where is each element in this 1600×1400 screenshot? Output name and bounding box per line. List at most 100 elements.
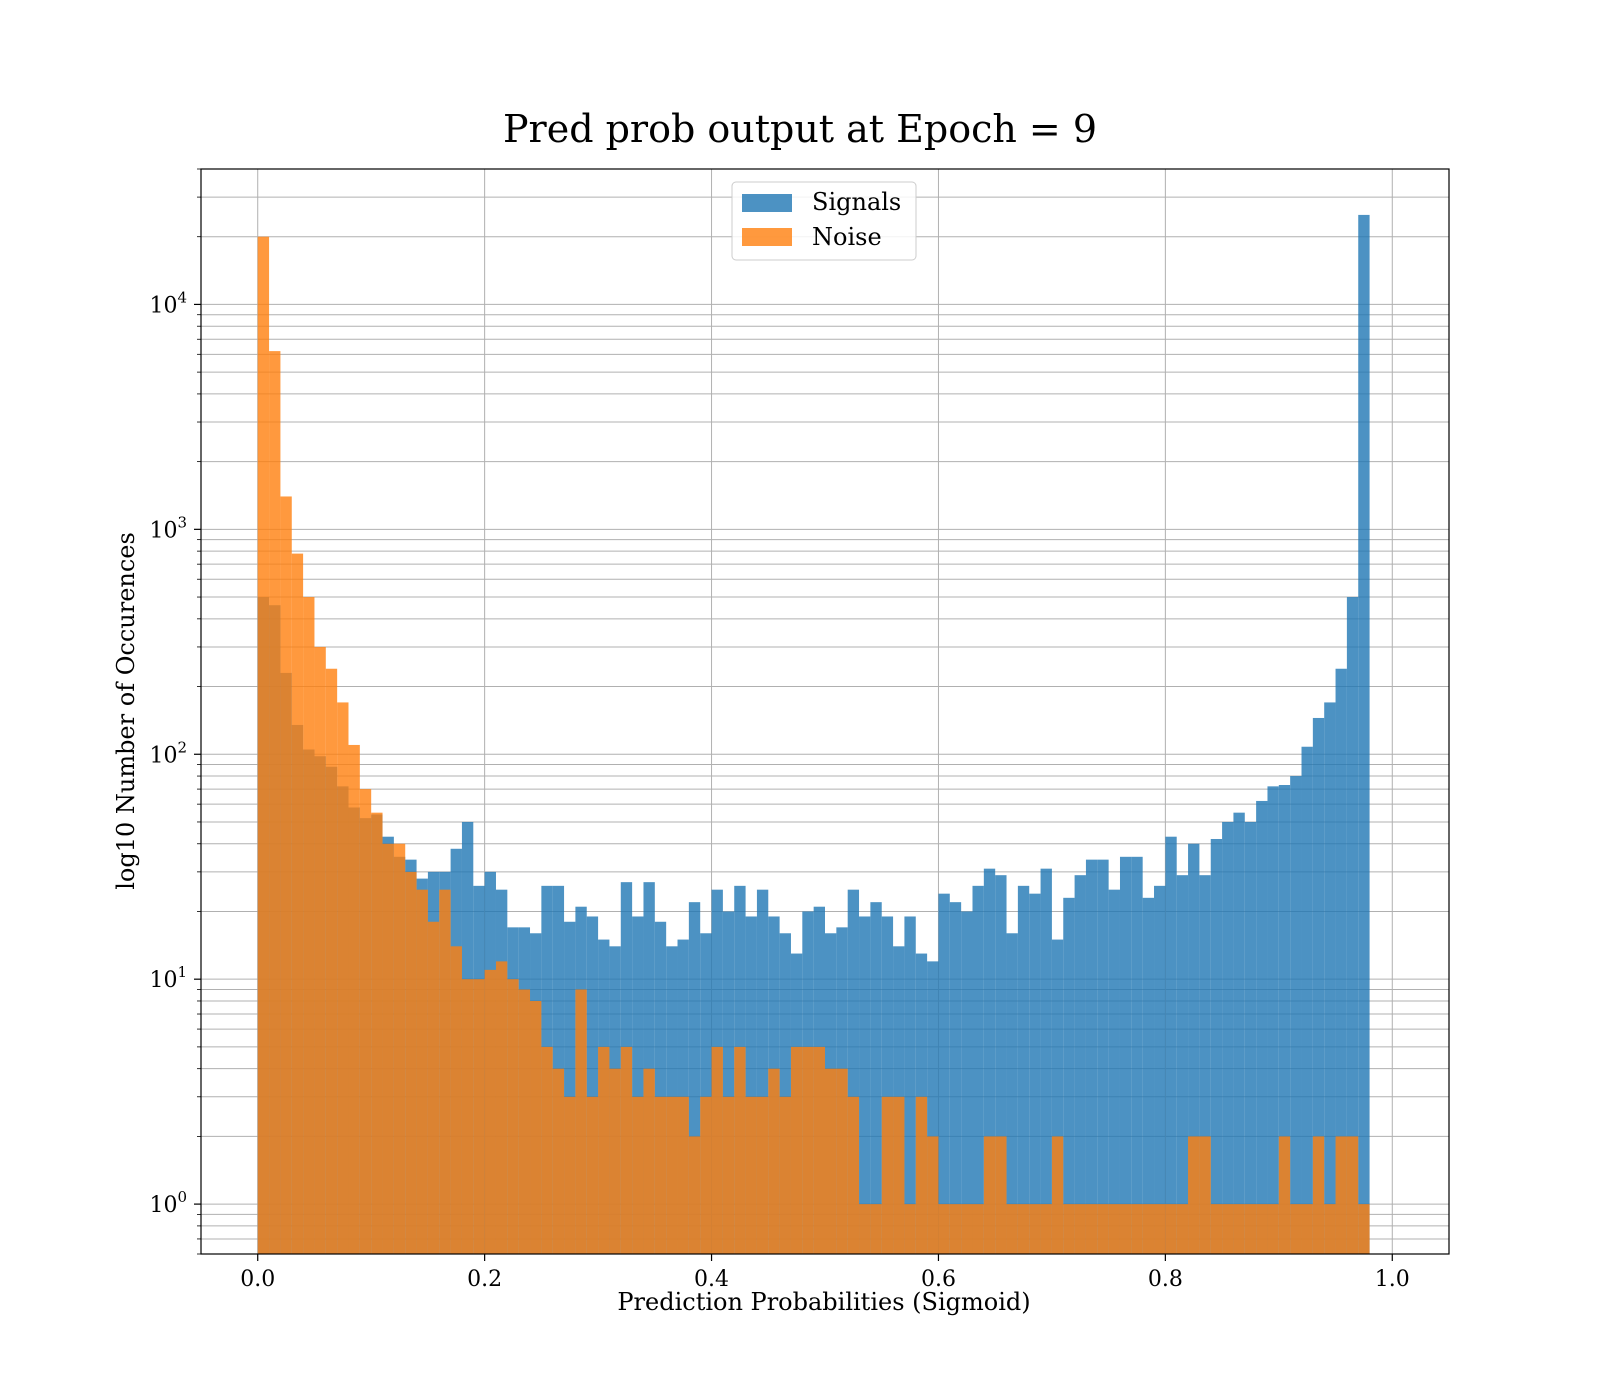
noise-bar xyxy=(1040,1204,1052,1254)
noise-bar xyxy=(1222,1204,1234,1254)
noise-bar xyxy=(632,1096,644,1254)
noise-bar xyxy=(393,843,406,1254)
noise-bar xyxy=(688,1136,701,1254)
noise-bar xyxy=(1097,1204,1109,1254)
noise-bar xyxy=(1335,1136,1347,1254)
signals-bar xyxy=(1017,885,1030,1254)
signals-bar xyxy=(927,961,939,1254)
noise-bar xyxy=(484,969,496,1254)
noise-bar xyxy=(961,1204,973,1254)
noise-bar xyxy=(700,1096,712,1254)
noise-bar xyxy=(859,1204,871,1254)
signals-bar xyxy=(1063,897,1075,1254)
signals-bar xyxy=(1006,933,1018,1254)
signals-bar xyxy=(1154,885,1166,1254)
noise-bar xyxy=(359,789,372,1254)
noise-bar xyxy=(949,1204,962,1254)
legend-label-noise: Noise xyxy=(812,223,882,251)
signals-bar xyxy=(688,902,701,1254)
x-tick-label: 0.6 xyxy=(921,1267,956,1292)
noise-bar xyxy=(439,889,451,1254)
noise-bar xyxy=(427,921,440,1254)
signals-bar xyxy=(1165,836,1177,1254)
noise-bar xyxy=(1006,1204,1018,1254)
signals-bar xyxy=(961,911,973,1254)
noise-bar xyxy=(847,1096,860,1254)
signals-bar xyxy=(1074,875,1086,1254)
noise-bar xyxy=(768,1068,780,1254)
signals-bar xyxy=(1085,859,1098,1254)
noise-bar xyxy=(303,597,315,1254)
signals-bar xyxy=(949,902,962,1254)
signals-bar xyxy=(1131,856,1143,1254)
noise-bar xyxy=(1017,1204,1030,1254)
noise-bar xyxy=(734,1046,746,1254)
y-tick-label: 100 xyxy=(149,1188,187,1218)
noise-bar xyxy=(337,702,349,1254)
signals-bar xyxy=(983,868,996,1254)
noise-bar xyxy=(507,979,519,1254)
noise-bar xyxy=(711,1046,723,1254)
noise-bar xyxy=(825,1068,837,1254)
noise-bar xyxy=(325,668,338,1254)
noise-bar xyxy=(586,1096,599,1254)
noise-bar xyxy=(915,1096,928,1254)
x-tick-label: 0.4 xyxy=(694,1267,729,1292)
noise-bar xyxy=(1188,1136,1200,1254)
noise-bar xyxy=(461,979,474,1254)
noise-bar xyxy=(473,979,485,1254)
x-tick-label: 0.2 xyxy=(467,1267,502,1292)
noise-bar xyxy=(257,236,270,1254)
noise-bar xyxy=(1290,1204,1302,1254)
legend: Signals Noise xyxy=(731,181,917,261)
signals-bar xyxy=(1097,859,1109,1254)
y-tick-label: 102 xyxy=(149,738,187,768)
plot-frame xyxy=(200,168,1450,1255)
noise-bar xyxy=(1142,1204,1155,1254)
noise-bar xyxy=(405,871,417,1254)
signals-bar xyxy=(1051,939,1064,1254)
signals-bar xyxy=(700,933,712,1254)
noise-bar xyxy=(314,646,326,1254)
signals-bar xyxy=(1233,812,1245,1254)
signals-bar xyxy=(632,916,644,1254)
noise-bar xyxy=(893,1096,905,1254)
noise-bar xyxy=(1085,1204,1098,1254)
noise-bar xyxy=(371,812,383,1254)
noise-bar xyxy=(1199,1136,1211,1254)
y-tick-label: 101 xyxy=(149,963,187,993)
noise-bar xyxy=(530,1000,542,1254)
signals-bar xyxy=(995,875,1007,1254)
noise-bar xyxy=(575,989,587,1254)
signals-bar xyxy=(756,889,769,1254)
noise-bar xyxy=(995,1136,1007,1254)
signals-bar xyxy=(1256,800,1268,1254)
y-tick-label: 103 xyxy=(149,513,187,543)
signals-bar xyxy=(1108,889,1120,1254)
signals-bar xyxy=(643,882,655,1254)
signals-bar xyxy=(881,916,894,1254)
noise-bar xyxy=(870,1204,882,1254)
signals-bar xyxy=(972,885,984,1254)
noise-bar xyxy=(1165,1204,1177,1254)
noise-bar xyxy=(1176,1204,1189,1254)
y-axis-label: log10 Number of Occurences xyxy=(112,532,140,890)
chart-title: Pred prob output at Epoch = 9 xyxy=(503,107,1097,151)
noise-bar xyxy=(643,1068,655,1254)
y-tick-label: 104 xyxy=(149,288,187,318)
signals-bar xyxy=(1335,668,1347,1254)
noise-bar xyxy=(666,1096,678,1254)
noise-bar xyxy=(1131,1204,1143,1254)
noise-bar xyxy=(745,1096,757,1254)
noise-bar xyxy=(541,1046,553,1254)
noise-bar xyxy=(802,1046,814,1254)
x-axis-ticks: 0.0 0.2 0.4 0.6 0.8 1.0 xyxy=(240,1254,1410,1292)
noise-bar xyxy=(609,1068,621,1254)
noise-bar xyxy=(904,1204,916,1254)
noise-bar xyxy=(927,1136,939,1254)
legend-label-signals: Signals xyxy=(812,188,901,216)
noise-bar xyxy=(1256,1204,1268,1254)
noise-bar xyxy=(1108,1204,1120,1254)
noise-bar xyxy=(280,496,292,1254)
